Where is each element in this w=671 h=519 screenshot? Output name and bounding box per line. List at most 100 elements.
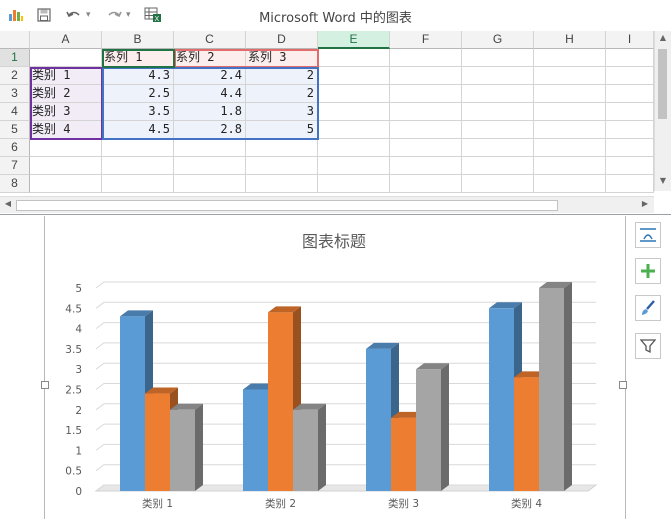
scroll-up-icon[interactable]: ▲ xyxy=(659,33,667,42)
row-header-1[interactable]: 1 xyxy=(0,49,30,67)
column-header-i[interactable]: I xyxy=(606,31,654,49)
chart-elements-button[interactable] xyxy=(635,258,661,284)
column-header-c[interactable]: C xyxy=(174,31,246,49)
chart-title[interactable]: 图表标题 xyxy=(302,232,366,251)
value-cell[interactable]: 1.8 xyxy=(174,103,246,121)
cell[interactable] xyxy=(30,175,102,193)
row-header-6[interactable]: 6 xyxy=(0,139,30,157)
cell[interactable] xyxy=(102,157,174,175)
value-cell[interactable]: 5 xyxy=(246,121,318,139)
cell[interactable] xyxy=(462,175,534,193)
cell[interactable] xyxy=(606,85,654,103)
value-cell[interactable]: 2.8 xyxy=(174,121,246,139)
cell[interactable] xyxy=(318,157,390,175)
value-cell[interactable]: 4.5 xyxy=(102,121,174,139)
cell[interactable] xyxy=(606,157,654,175)
cell[interactable] xyxy=(102,175,174,193)
column-header-b[interactable]: B xyxy=(102,31,174,49)
cell[interactable] xyxy=(534,103,606,121)
cell[interactable] xyxy=(534,67,606,85)
cell[interactable] xyxy=(390,67,462,85)
header-cell[interactable] xyxy=(30,49,102,67)
category-cell[interactable]: 类别 4 xyxy=(30,121,102,139)
cell[interactable] xyxy=(606,175,654,193)
column-header-a[interactable]: A xyxy=(30,31,102,49)
cell[interactable] xyxy=(606,121,654,139)
redo-icon[interactable] xyxy=(104,4,124,26)
cell[interactable] xyxy=(30,139,102,157)
row-header-4[interactable]: 4 xyxy=(0,103,30,121)
vertical-scrollbar[interactable]: ▲ ▼ xyxy=(654,31,671,191)
column-header-f[interactable]: F xyxy=(390,31,462,49)
resize-handle-left[interactable] xyxy=(41,381,49,389)
cell[interactable] xyxy=(390,49,462,67)
cell[interactable] xyxy=(318,67,390,85)
column-header-h[interactable]: H xyxy=(534,31,606,49)
cell[interactable] xyxy=(246,175,318,193)
undo-dropdown-icon[interactable]: ▾ xyxy=(86,10,91,20)
resize-handle-right[interactable] xyxy=(619,381,627,389)
cell[interactable] xyxy=(534,157,606,175)
row-header-8[interactable]: 8 xyxy=(0,175,30,193)
cell[interactable] xyxy=(534,121,606,139)
cell[interactable] xyxy=(390,175,462,193)
cell[interactable] xyxy=(462,49,534,67)
cell[interactable] xyxy=(174,139,246,157)
cell[interactable] xyxy=(462,121,534,139)
chart-object-frame[interactable] xyxy=(41,216,627,519)
cell[interactable] xyxy=(606,49,654,67)
value-cell[interactable]: 4.3 xyxy=(102,67,174,85)
category-cell[interactable]: 类别 3 xyxy=(30,103,102,121)
cell[interactable] xyxy=(174,157,246,175)
scroll-left-icon[interactable]: ◀ xyxy=(4,199,12,208)
cell[interactable] xyxy=(534,49,606,67)
horizontal-scrollbar[interactable]: ◀ ▶ xyxy=(0,196,654,213)
cell[interactable] xyxy=(462,103,534,121)
cell[interactable] xyxy=(174,175,246,193)
cell[interactable] xyxy=(318,121,390,139)
vertical-scroll-thumb[interactable] xyxy=(658,49,667,119)
cell[interactable] xyxy=(102,139,174,157)
cell[interactable] xyxy=(462,157,534,175)
cell[interactable] xyxy=(390,157,462,175)
undo-icon[interactable] xyxy=(64,4,84,26)
edit-in-excel-icon[interactable]: X xyxy=(142,4,164,26)
cell[interactable] xyxy=(318,85,390,103)
cell[interactable] xyxy=(462,67,534,85)
chart-styles-button[interactable] xyxy=(635,295,661,321)
cell[interactable] xyxy=(390,85,462,103)
cell[interactable] xyxy=(534,85,606,103)
value-cell[interactable]: 2 xyxy=(246,85,318,103)
cell[interactable] xyxy=(246,157,318,175)
layout-options-button[interactable] xyxy=(635,222,661,248)
select-all-corner[interactable] xyxy=(0,31,30,49)
cell[interactable] xyxy=(390,121,462,139)
category-cell[interactable]: 类别 1 xyxy=(30,67,102,85)
chart-filters-button[interactable] xyxy=(635,333,661,359)
value-cell[interactable]: 2.4 xyxy=(174,67,246,85)
row-header-3[interactable]: 3 xyxy=(0,85,30,103)
row-header-5[interactable]: 5 xyxy=(0,121,30,139)
cell[interactable] xyxy=(534,139,606,157)
header-cell[interactable]: 系列 1 xyxy=(102,49,174,67)
cell[interactable] xyxy=(318,175,390,193)
header-cell[interactable]: 系列 2 xyxy=(174,49,246,67)
cell[interactable] xyxy=(606,139,654,157)
row-header-2[interactable]: 2 xyxy=(0,67,30,85)
column-header-e[interactable]: E xyxy=(318,31,390,49)
cell[interactable] xyxy=(318,139,390,157)
cell[interactable] xyxy=(390,139,462,157)
cell[interactable] xyxy=(606,103,654,121)
cell[interactable] xyxy=(30,157,102,175)
value-cell[interactable]: 2.5 xyxy=(102,85,174,103)
value-cell[interactable]: 3 xyxy=(246,103,318,121)
column-header-d[interactable]: D xyxy=(246,31,318,49)
horizontal-scroll-thumb[interactable] xyxy=(16,200,558,211)
category-cell[interactable]: 类别 2 xyxy=(30,85,102,103)
cell[interactable] xyxy=(606,67,654,85)
scroll-right-icon[interactable]: ▶ xyxy=(641,199,649,208)
row-header-7[interactable]: 7 xyxy=(0,157,30,175)
cell[interactable] xyxy=(390,103,462,121)
